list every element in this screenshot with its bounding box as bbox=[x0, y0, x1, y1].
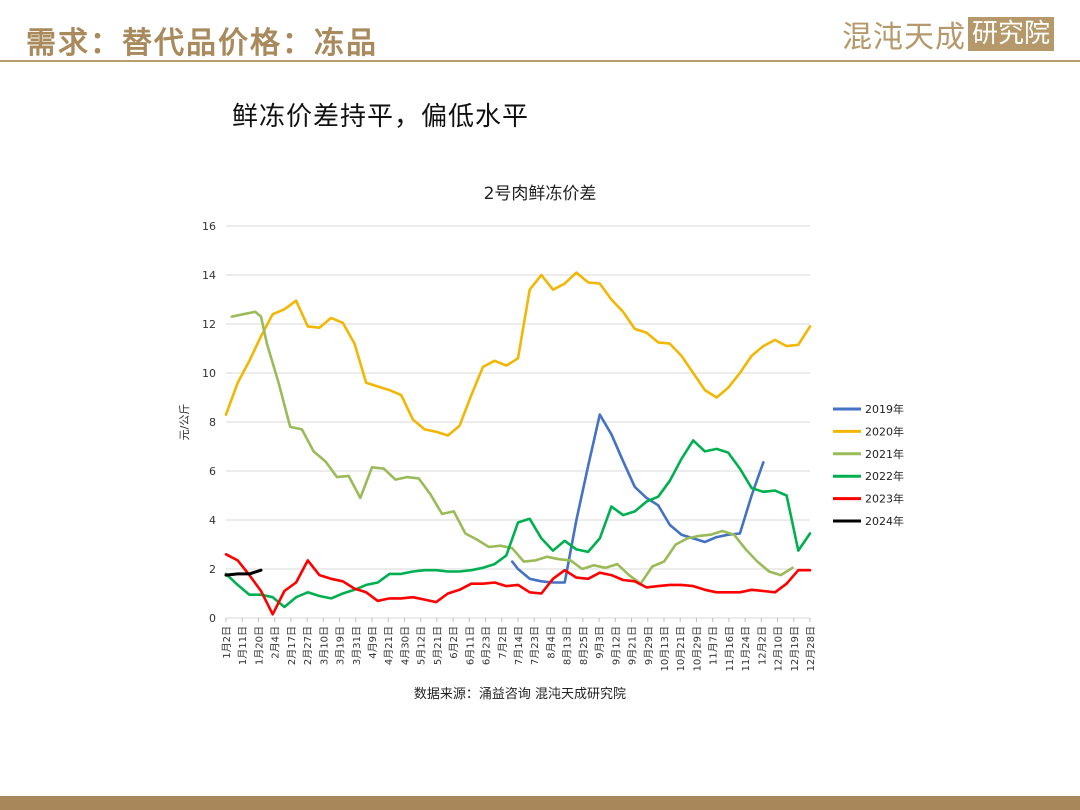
header-divider bbox=[0, 60, 1080, 62]
x-tick-label: 6月11日 bbox=[464, 626, 476, 665]
y-axis-label: 元/公斤 bbox=[178, 404, 191, 441]
slide-title: 需求：替代品价格：冻品 bbox=[26, 26, 378, 61]
series-line-2024 bbox=[224, 568, 263, 577]
series-line-2022 bbox=[224, 439, 812, 609]
y-tick-label: 8 bbox=[209, 416, 216, 429]
slide-subtitle: 鲜冻价差持平，偏低水平 bbox=[232, 102, 530, 132]
legend-label: 2021年 bbox=[865, 447, 904, 461]
x-tick-label: 4月30日 bbox=[399, 626, 411, 665]
x-tick-label: 11月7日 bbox=[708, 626, 720, 665]
x-tick-label: 8月4日 bbox=[545, 626, 557, 659]
legend-label: 2019年 bbox=[865, 402, 904, 416]
x-tick-label: 9月3日 bbox=[594, 626, 606, 659]
x-tick-label: 10月29日 bbox=[691, 626, 703, 671]
brand-logo: 混沌天成 研究院 bbox=[841, 14, 1054, 55]
series-lines bbox=[224, 271, 812, 616]
footer-bar bbox=[0, 796, 1080, 810]
x-tick-label: 5月21日 bbox=[432, 626, 444, 665]
x-tick-label: 7月2日 bbox=[497, 626, 509, 659]
y-tick-label: 4 bbox=[209, 514, 216, 527]
legend-label: 2020年 bbox=[865, 424, 904, 438]
x-tick-label: 1月11日 bbox=[237, 626, 249, 665]
y-tick-label: 16 bbox=[202, 220, 216, 233]
series-line-2023 bbox=[224, 553, 812, 616]
x-tick-label: 11月24日 bbox=[740, 626, 752, 671]
x-tick-label: 3月10日 bbox=[318, 626, 330, 665]
x-tick-label: 2月27日 bbox=[302, 626, 314, 665]
x-tick-label: 2月17日 bbox=[286, 626, 298, 665]
x-tick-label: 9月12日 bbox=[610, 626, 622, 665]
x-tick-label: 4月9日 bbox=[367, 626, 379, 659]
y-tick-label: 0 bbox=[209, 612, 216, 625]
x-tick-label: 12月2日 bbox=[756, 626, 768, 665]
grid-lines bbox=[226, 225, 810, 619]
x-tick-label: 12月28日 bbox=[805, 626, 817, 671]
legend-label: 2022年 bbox=[865, 469, 904, 483]
legend-label: 2024年 bbox=[865, 514, 904, 528]
x-tick-label: 10月13日 bbox=[659, 626, 671, 671]
y-tick-label: 6 bbox=[209, 465, 216, 478]
brand-logo-box: 研究院 bbox=[967, 17, 1054, 51]
x-tick-label: 11月16日 bbox=[724, 626, 736, 671]
x-tick-label: 6月2日 bbox=[448, 626, 460, 659]
chart-title: 2号肉鲜冻价差 bbox=[484, 184, 597, 204]
legend: 2019年 2020年 2021年 2022年 2023年 2024年 bbox=[833, 402, 904, 528]
y-tick-label: 2 bbox=[209, 563, 216, 576]
legend-label: 2023年 bbox=[865, 492, 904, 506]
x-axis-ticks: 1月2日 1月11日 1月20日 2月4日 2月17日 2月27日 3月10日 3月19日 3月… bbox=[221, 618, 817, 671]
x-tick-label: 6月23日 bbox=[481, 626, 493, 665]
x-tick-label: 9月21日 bbox=[627, 626, 639, 665]
series-line-2020 bbox=[224, 271, 812, 437]
x-tick-label: 9月29日 bbox=[643, 626, 655, 665]
x-tick-label: 3月31日 bbox=[351, 626, 363, 665]
x-tick-label: 12月10日 bbox=[773, 626, 785, 671]
x-tick-label: 4月21日 bbox=[383, 626, 395, 665]
x-tick-label: 1月20日 bbox=[253, 626, 265, 665]
x-tick-label: 10月21日 bbox=[675, 626, 687, 671]
x-tick-label: 7月23日 bbox=[529, 626, 541, 665]
y-tick-label: 10 bbox=[202, 367, 216, 380]
x-tick-label: 2月4日 bbox=[270, 626, 282, 659]
x-tick-label: 5月12日 bbox=[416, 626, 428, 665]
y-tick-label: 14 bbox=[202, 269, 216, 282]
y-tick-label: 12 bbox=[202, 318, 216, 331]
x-tick-label: 12月19日 bbox=[789, 626, 801, 671]
x-tick-label: 3月19日 bbox=[335, 626, 347, 665]
series-line-2021 bbox=[230, 310, 794, 585]
source-note: 数据来源：涌益咨询 混沌天成研究院 bbox=[414, 687, 626, 702]
brand-logo-text: 混沌天成 bbox=[841, 20, 966, 55]
x-tick-label: 7月14日 bbox=[513, 626, 525, 665]
x-tick-label: 8月13日 bbox=[562, 626, 574, 665]
y-axis-ticks: 0 2 4 6 8 10 12 14 16 bbox=[202, 220, 216, 625]
x-tick-label: 8月25日 bbox=[578, 626, 590, 665]
x-tick-label: 1月2日 bbox=[221, 626, 233, 659]
